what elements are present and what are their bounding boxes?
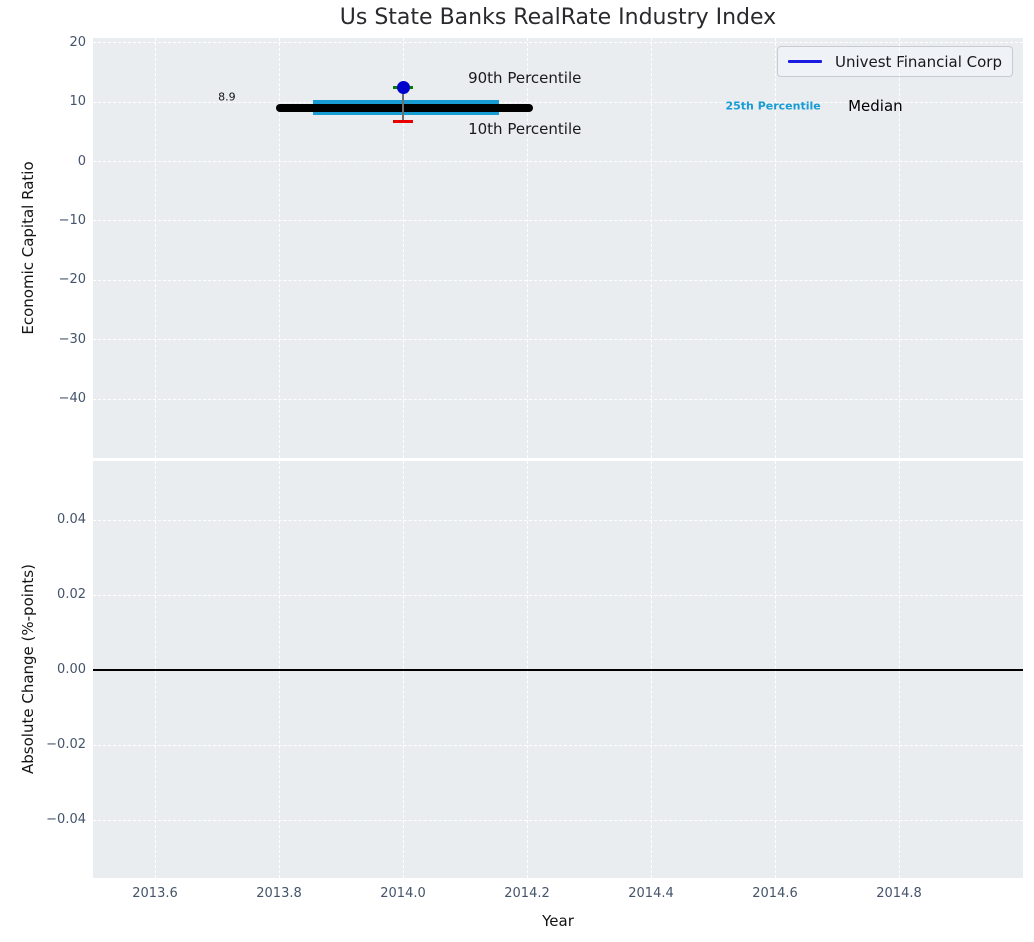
gridline xyxy=(775,38,776,458)
legend: Univest Financial Corp xyxy=(776,46,1013,77)
x-tick-label: 2014.8 xyxy=(876,886,922,901)
x-tick-label: 2014.2 xyxy=(504,886,550,901)
gridline xyxy=(93,519,1023,521)
zero-line xyxy=(93,669,1023,671)
y-tick-label: −0.04 xyxy=(46,812,86,828)
gridline xyxy=(93,744,1023,746)
chart-title: Us State Banks RealRate Industry Index xyxy=(339,5,777,30)
annotation-25th-percentile: 25th Percentile xyxy=(725,99,821,113)
top-plot-area: Univest Financial Corp 90th Percentile 10… xyxy=(93,38,1023,458)
y-tick-label: −10 xyxy=(58,212,86,228)
y-tick-label: −0.02 xyxy=(46,737,86,753)
gridline xyxy=(93,279,1023,281)
y-axis-label-top: Economic Capital Ratio xyxy=(19,161,37,335)
bottom-plot-area xyxy=(93,461,1023,878)
y-tick-label: 0 xyxy=(77,153,86,169)
gridline xyxy=(93,398,1023,400)
x-tick-label: 2013.8 xyxy=(256,886,302,901)
x-tick-label: 2014.0 xyxy=(380,886,426,901)
p10-marker xyxy=(393,119,413,123)
gridline xyxy=(93,819,1023,821)
y-tick-label: −40 xyxy=(58,391,86,407)
y-tick-label: −30 xyxy=(58,331,86,347)
gridline xyxy=(93,339,1023,341)
y-tick-label: 0.00 xyxy=(57,662,86,678)
gridline xyxy=(93,42,1023,44)
x-tick-label: 2013.6 xyxy=(132,886,178,901)
y-tick-label: −20 xyxy=(58,272,86,288)
gridline xyxy=(899,38,900,458)
gridline xyxy=(527,38,528,458)
x-axis-label: Year xyxy=(542,912,574,930)
y-tick-label: 20 xyxy=(69,34,86,50)
y-tick-label: 0.04 xyxy=(57,512,86,528)
median-line xyxy=(275,104,534,112)
annotation-8-9: 8.9 xyxy=(218,90,236,104)
gridline xyxy=(93,594,1023,596)
legend-label: Univest Financial Corp xyxy=(834,52,1002,71)
y-tick-label: 10 xyxy=(69,94,86,110)
company-data-point xyxy=(396,80,410,94)
gridline xyxy=(403,38,404,458)
gridline xyxy=(93,220,1023,222)
gridline xyxy=(279,38,280,458)
percentile-connector xyxy=(402,87,404,122)
legend-line-sample xyxy=(787,59,822,64)
y-tick-label: 0.02 xyxy=(57,587,86,603)
annotation-10th-percentile: 10th Percentile xyxy=(468,119,582,138)
x-tick-label: 2014.6 xyxy=(752,886,798,901)
gridline xyxy=(93,101,1023,103)
annotation-median: Median xyxy=(848,96,903,115)
annotation-90th-percentile: 90th Percentile xyxy=(468,69,582,88)
x-tick-label: 2014.4 xyxy=(628,886,674,901)
gridline xyxy=(155,38,156,458)
gridline xyxy=(651,38,652,458)
gridline xyxy=(93,161,1023,162)
